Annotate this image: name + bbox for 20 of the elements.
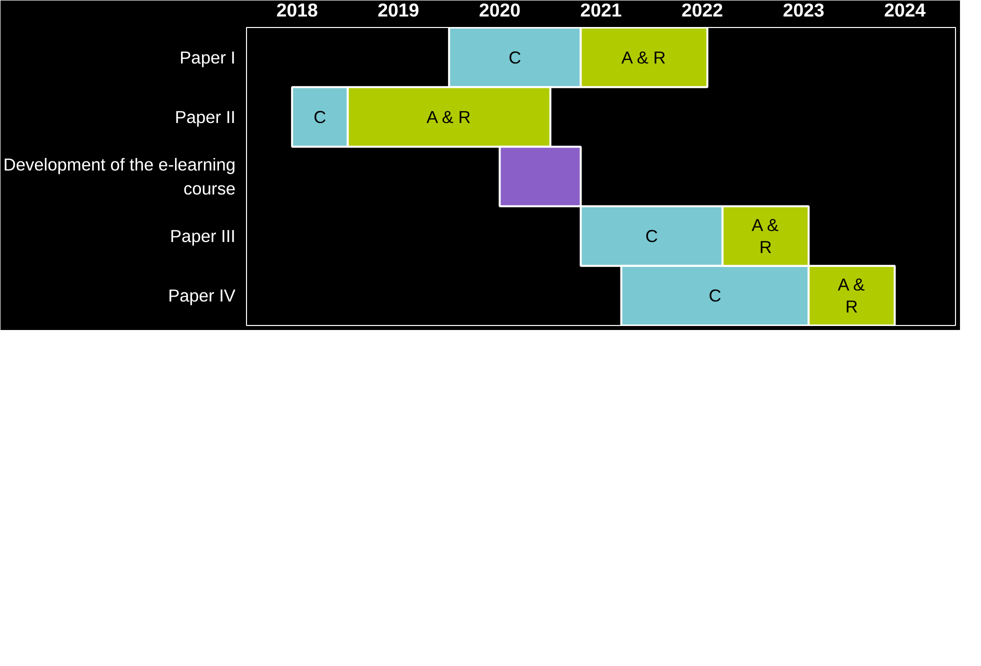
y-tick-label: Development of the e-learning course	[3, 154, 236, 198]
y-tick-label: Paper III	[170, 226, 236, 246]
series-label: A & R	[752, 215, 780, 258]
x-tick-label: 2023	[782, 0, 824, 20]
y-tick-label: Paper II	[174, 106, 236, 127]
x-tick-label: 2022	[682, 0, 724, 20]
text: A & R	[621, 47, 666, 68]
text: A & R	[838, 274, 865, 317]
text: A & R	[426, 106, 471, 127]
text: C	[708, 286, 722, 306]
x-tick-label: 2019	[378, 0, 420, 20]
x-tick-label: 2020	[478, 0, 520, 20]
series-label: C	[314, 106, 326, 127]
text: C	[645, 226, 658, 246]
y-tick-label: Paper I	[180, 47, 236, 68]
y-tick-label: Paper IV	[168, 286, 236, 306]
x-tick-label: 2024	[884, 0, 926, 20]
x-tick-label: 2018	[276, 0, 318, 20]
text: C	[508, 47, 522, 68]
x-tick-label: 2021	[580, 0, 622, 20]
